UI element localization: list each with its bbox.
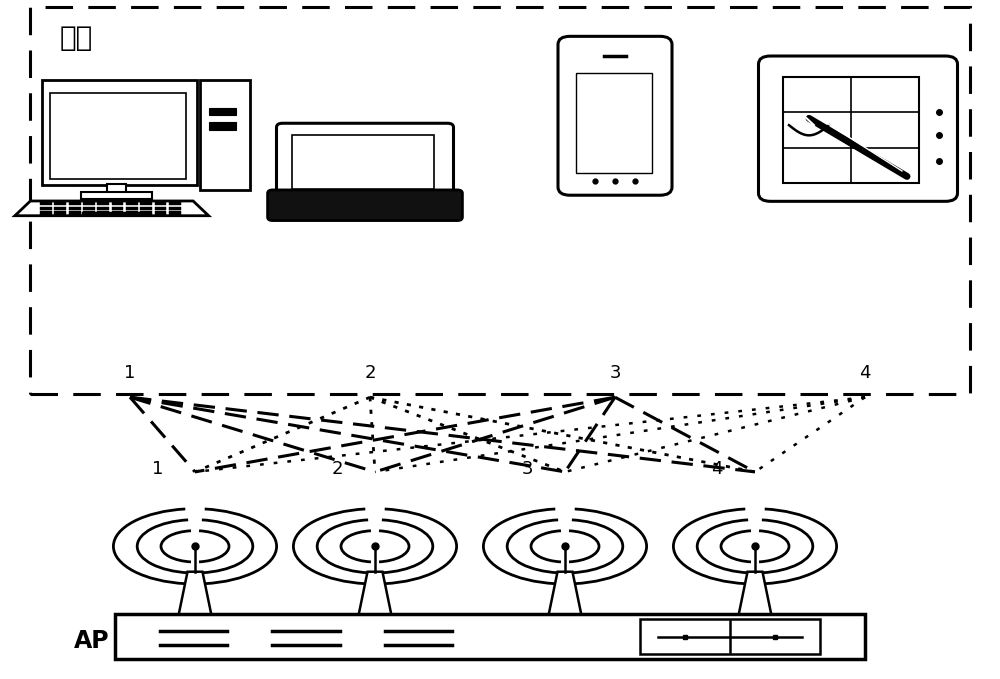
Bar xyxy=(69,211,81,215)
Bar xyxy=(169,202,181,205)
Bar xyxy=(69,206,81,210)
Bar xyxy=(82,212,141,215)
Text: AP: AP xyxy=(74,629,110,653)
Bar xyxy=(169,211,181,215)
Bar xyxy=(292,134,434,189)
Bar xyxy=(140,202,152,205)
Bar xyxy=(40,202,52,205)
Text: 3: 3 xyxy=(521,460,533,477)
Polygon shape xyxy=(548,572,582,618)
Polygon shape xyxy=(15,201,209,216)
Bar xyxy=(126,206,138,210)
Bar xyxy=(97,202,109,205)
Bar xyxy=(50,92,186,179)
Bar xyxy=(81,191,152,199)
Bar xyxy=(209,122,236,130)
Polygon shape xyxy=(738,572,772,618)
FancyBboxPatch shape xyxy=(558,36,672,196)
Bar xyxy=(115,614,865,659)
Text: 3: 3 xyxy=(609,364,621,382)
Text: 1: 1 xyxy=(124,364,136,382)
Bar xyxy=(107,184,126,193)
Bar xyxy=(40,211,52,215)
Text: 1: 1 xyxy=(152,460,163,477)
Bar xyxy=(140,211,152,215)
Bar xyxy=(169,206,181,210)
Bar xyxy=(30,7,970,394)
Bar xyxy=(97,211,109,215)
Bar xyxy=(640,619,820,655)
Bar xyxy=(54,206,66,210)
Bar xyxy=(112,211,123,215)
Bar xyxy=(209,108,236,115)
Bar xyxy=(576,73,652,172)
Polygon shape xyxy=(358,572,392,618)
Bar xyxy=(40,206,52,210)
Bar xyxy=(83,202,95,205)
Bar xyxy=(155,211,166,215)
Bar xyxy=(155,206,166,210)
Bar xyxy=(83,211,95,215)
Bar xyxy=(97,206,109,210)
Text: 2: 2 xyxy=(364,364,376,382)
Text: 用户: 用户 xyxy=(60,24,93,52)
Bar xyxy=(69,202,81,205)
FancyBboxPatch shape xyxy=(759,56,957,201)
Bar xyxy=(83,206,95,210)
Bar xyxy=(112,202,123,205)
Bar xyxy=(200,80,250,191)
Text: 2: 2 xyxy=(332,460,343,477)
Bar xyxy=(54,211,66,215)
FancyBboxPatch shape xyxy=(268,190,462,221)
Polygon shape xyxy=(178,572,212,618)
Bar xyxy=(126,211,138,215)
Bar xyxy=(126,202,138,205)
Bar xyxy=(140,206,152,210)
Bar xyxy=(54,202,66,205)
Text: 4: 4 xyxy=(712,460,723,477)
Text: 4: 4 xyxy=(859,364,871,382)
Bar xyxy=(112,206,123,210)
Bar xyxy=(155,202,166,205)
Bar xyxy=(42,80,197,185)
FancyBboxPatch shape xyxy=(276,124,454,198)
Bar xyxy=(783,77,919,183)
